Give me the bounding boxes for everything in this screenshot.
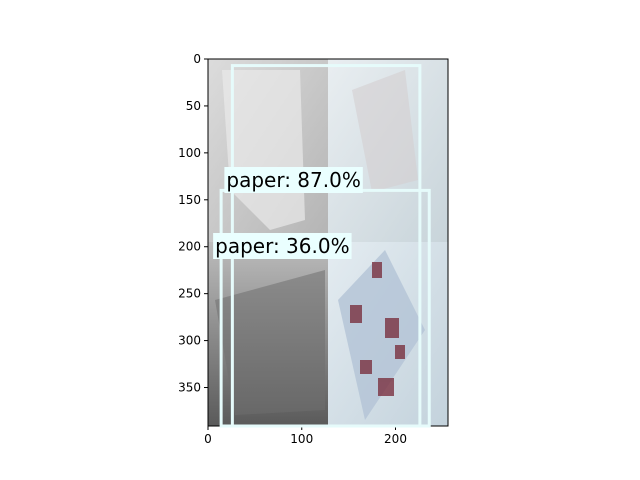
detection-overlays: paper: 87.0% paper: 36.0% — [213, 64, 431, 428]
y-tick-label: 50 — [186, 99, 201, 113]
detection-label: paper: 87.0% — [226, 168, 360, 192]
y-tick-label: 200 — [178, 240, 201, 254]
detection-label-background — [213, 233, 352, 259]
x-axis-ticks: 0 100 200 — [204, 426, 407, 446]
y-tick-label: 150 — [178, 193, 201, 207]
detection-label: paper: 36.0% — [215, 234, 349, 258]
y-axis-ticks: 0 50 100 150 200 250 300 350 — [178, 52, 208, 395]
detection-label-background — [224, 167, 363, 193]
fabric-shape — [215, 270, 325, 415]
plastic-bag-shape — [352, 70, 418, 192]
y-tick-label: 100 — [178, 146, 201, 160]
brochure-pictures — [350, 262, 405, 396]
x-tick-label: 200 — [384, 432, 407, 446]
y-tick-label: 300 — [178, 334, 201, 348]
y-tick-label: 350 — [178, 381, 201, 395]
x-tick-label: 100 — [290, 432, 313, 446]
y-tick-label: 250 — [178, 287, 201, 301]
y-tick-label: 0 — [193, 52, 201, 66]
x-tick-label: 0 — [204, 432, 212, 446]
brochure-shape — [338, 250, 425, 420]
